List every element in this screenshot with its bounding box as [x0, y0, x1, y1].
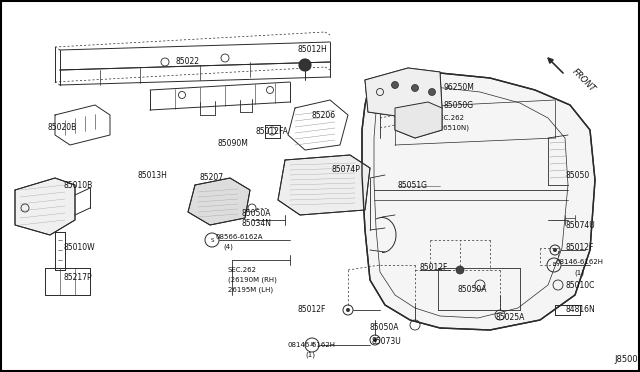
Polygon shape: [15, 178, 75, 235]
Text: 85074U: 85074U: [566, 221, 596, 230]
Text: 85073U: 85073U: [372, 337, 402, 346]
Text: 85012F: 85012F: [298, 305, 326, 314]
Text: S: S: [211, 237, 214, 243]
Text: 85217P: 85217P: [63, 273, 92, 282]
Text: (1): (1): [574, 270, 584, 276]
Circle shape: [346, 308, 350, 312]
Polygon shape: [362, 72, 595, 330]
Text: 85013H: 85013H: [138, 170, 168, 180]
Text: (4): (4): [223, 244, 233, 250]
Text: 85207: 85207: [200, 173, 224, 183]
Text: 85050A: 85050A: [370, 324, 399, 333]
Text: (1): (1): [305, 352, 315, 358]
Text: 85010B: 85010B: [63, 180, 92, 189]
Text: B: B: [552, 263, 556, 267]
Text: 85050A: 85050A: [458, 285, 488, 295]
Text: 85074P: 85074P: [332, 166, 361, 174]
Text: 85010C: 85010C: [566, 280, 595, 289]
Text: 85012F: 85012F: [420, 263, 449, 273]
Text: 85034N: 85034N: [242, 219, 272, 228]
Text: 85050G: 85050G: [444, 100, 474, 109]
Circle shape: [412, 84, 419, 92]
Circle shape: [299, 59, 311, 71]
Text: 85020B: 85020B: [48, 124, 77, 132]
Circle shape: [553, 248, 557, 252]
Text: 85012H: 85012H: [298, 45, 328, 55]
Circle shape: [392, 81, 399, 89]
Circle shape: [429, 89, 435, 96]
Polygon shape: [365, 68, 442, 118]
Polygon shape: [395, 102, 442, 138]
Text: 84816N: 84816N: [566, 305, 596, 314]
Text: 85012F: 85012F: [566, 243, 595, 251]
Circle shape: [456, 266, 464, 274]
Circle shape: [411, 114, 419, 122]
Text: 08146-6162H: 08146-6162H: [288, 342, 336, 348]
Text: (26510N): (26510N): [436, 125, 469, 131]
Text: J85000HY: J85000HY: [614, 356, 640, 365]
Polygon shape: [278, 155, 370, 215]
Polygon shape: [188, 178, 250, 225]
Text: 85050A: 85050A: [242, 208, 271, 218]
Text: B: B: [310, 343, 314, 347]
Text: 85012FA: 85012FA: [256, 128, 289, 137]
Text: 85010W: 85010W: [63, 244, 95, 253]
Text: 96250M: 96250M: [444, 83, 475, 93]
Text: SEC.262: SEC.262: [436, 115, 465, 121]
Text: 26195M (LH): 26195M (LH): [228, 287, 273, 293]
Text: 85050: 85050: [566, 170, 590, 180]
Text: 85206: 85206: [312, 110, 336, 119]
Text: SEC.262: SEC.262: [228, 267, 257, 273]
Circle shape: [373, 338, 377, 342]
Text: 08146-6162H: 08146-6162H: [556, 259, 604, 265]
Text: 85051G: 85051G: [398, 180, 428, 189]
Text: FRONT: FRONT: [570, 67, 596, 93]
Text: 85090M: 85090M: [218, 138, 249, 148]
Text: (26190M (RH): (26190M (RH): [228, 277, 277, 283]
Text: 08566-6162A: 08566-6162A: [215, 234, 262, 240]
Text: 85025A: 85025A: [495, 314, 524, 323]
Text: 85022: 85022: [175, 58, 199, 67]
